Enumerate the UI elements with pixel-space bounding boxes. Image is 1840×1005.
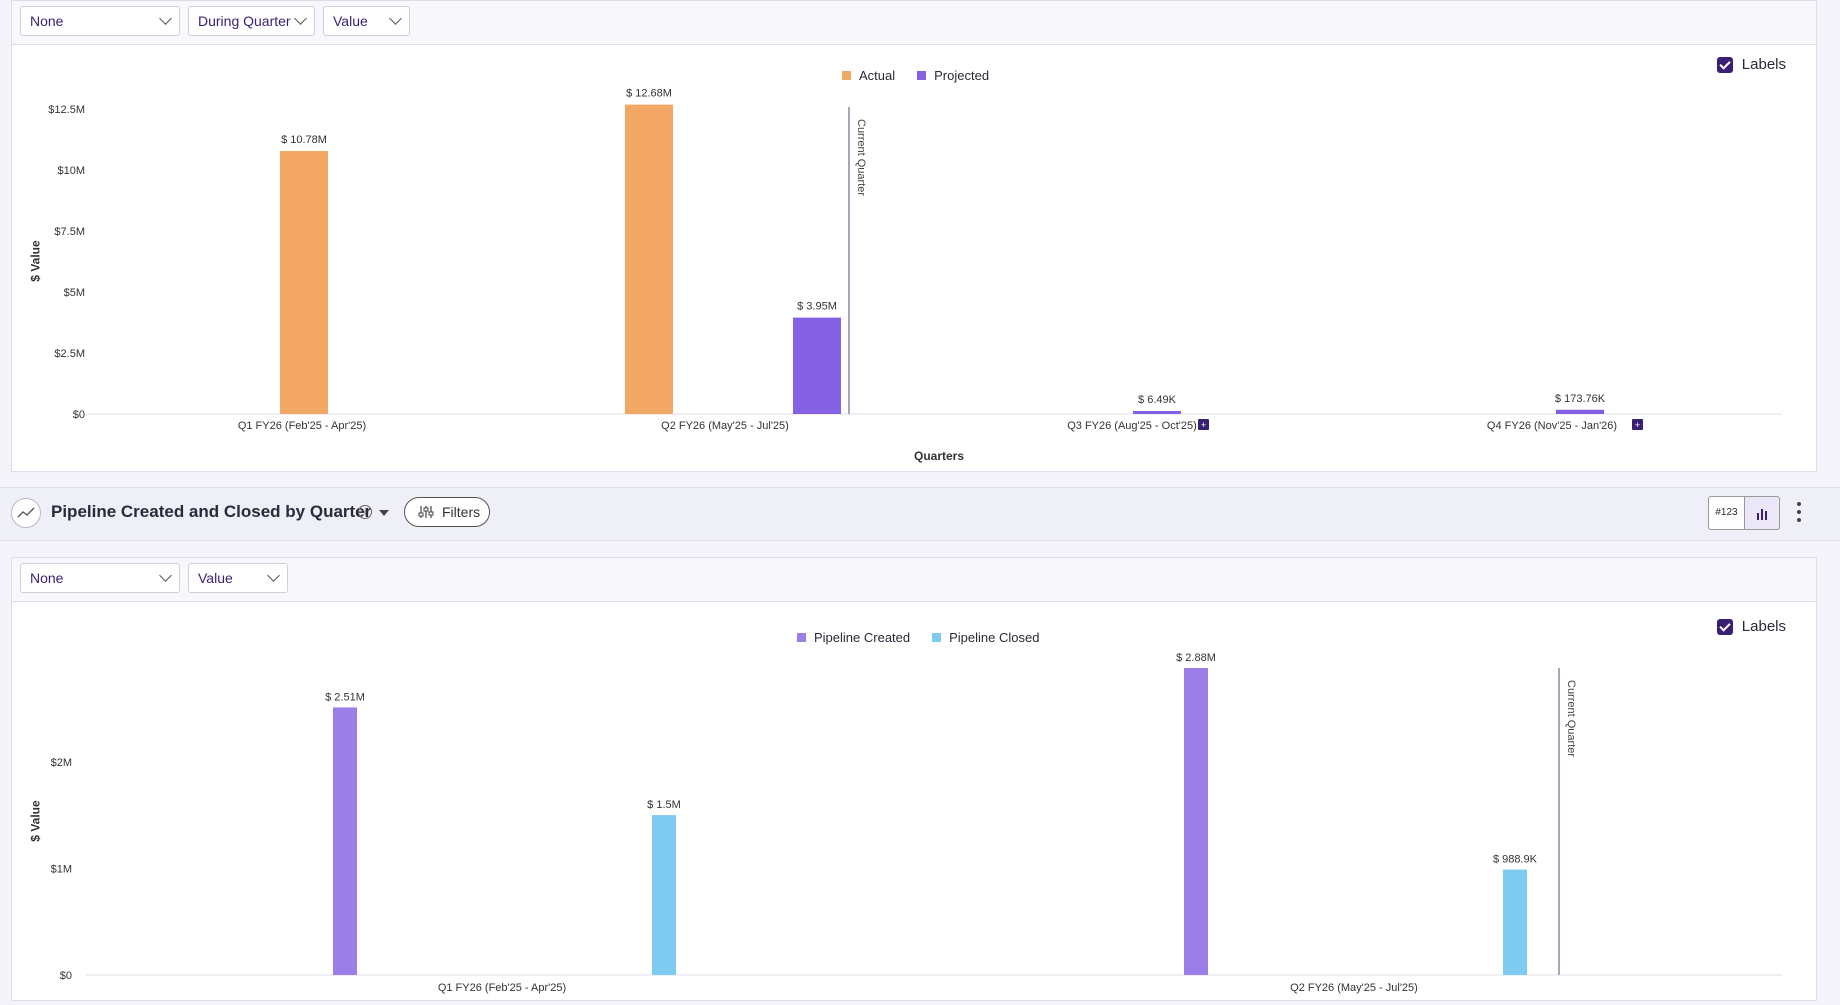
y-tick-label: $1M <box>51 863 72 875</box>
legend-swatch-actual <box>842 71 851 80</box>
labels-toggle[interactable]: Labels <box>1716 618 1786 635</box>
bar-pipeline-created <box>333 707 357 975</box>
group-by-dropdown[interactable]: None <box>20 563 180 593</box>
y-tick-label: $10M <box>57 165 85 177</box>
legend-swatch-created <box>797 633 806 642</box>
section2-title: Pipeline Created and Closed by Quarter <box>51 502 372 521</box>
bar-pipeline-created <box>1184 668 1208 975</box>
dropdown-value: None <box>30 570 64 586</box>
legend-label-closed: Pipeline Closed <box>949 630 1040 645</box>
chevron-down-icon <box>267 569 280 582</box>
dropdown-value: Value <box>333 13 368 29</box>
dropdown-value: Value <box>198 570 233 586</box>
legend-label-projected: Projected <box>934 68 990 83</box>
filters-button[interactable]: Filters <box>404 497 490 527</box>
metric-dropdown[interactable]: Value <box>323 6 410 36</box>
legend-item-projected[interactable]: Projected <box>917 68 989 83</box>
metric-dropdown[interactable]: Value <box>188 563 288 593</box>
chart-view-button[interactable] <box>1744 496 1780 530</box>
caret-down-icon[interactable] <box>379 510 389 516</box>
x-tick-label: Q3 FY26 (Aug'25 - Oct'25) <box>1067 420 1197 432</box>
bar-projected <box>1133 411 1181 414</box>
number-view-button[interactable]: #123 <box>1708 496 1745 530</box>
projection-marker-glyph: + <box>1635 420 1640 430</box>
labels-checkbox[interactable] <box>1716 56 1733 73</box>
timing-dropdown[interactable]: During Quarter <box>188 6 315 36</box>
chevron-down-icon <box>159 12 172 25</box>
bar-data-label: $ 2.88M <box>1176 652 1216 664</box>
bar-pipeline-closed <box>1503 869 1527 975</box>
chart1-x-axis-title: Quarters <box>914 449 965 463</box>
labels-toggle[interactable]: Labels <box>1716 56 1786 73</box>
chart2-toolbar: None Value <box>11 557 1817 602</box>
more-options-icon[interactable] <box>1797 502 1801 526</box>
labels-toggle-label: Labels <box>1741 56 1786 73</box>
current-quarter-label: Current Quarter <box>855 119 867 196</box>
bar-actual <box>280 150 328 414</box>
chart1-plot: $0 $2.5M $5M $7.5M $10M $12.5M Q1 FY26 (Feb'25… <box>48 88 1782 432</box>
chart1-panel: Labels Actual Projected $ Value Quarters… <box>11 44 1817 472</box>
y-tick-label: $0 <box>73 409 85 421</box>
x-tick-label: Q4 FY26 (Nov'25 - Jan'26) <box>1487 420 1617 432</box>
projection-marker-icon <box>1198 419 1209 430</box>
labels-checkbox[interactable] <box>1716 618 1733 635</box>
section2-header: Pipeline Created and Closed by Quarter i… <box>0 487 1840 541</box>
group-by-dropdown[interactable]: None <box>20 6 180 36</box>
bar-projected <box>1556 409 1604 414</box>
y-tick-label: $0 <box>60 970 72 982</box>
legend-item-pipeline-closed[interactable]: Pipeline Closed <box>932 630 1039 645</box>
x-tick-label: Q2 FY26 (May'25 - Jul'25) <box>1290 982 1418 994</box>
y-tick-label: $2.5M <box>54 348 85 360</box>
chart1-toolbar: None During Quarter Value <box>11 0 1817 45</box>
chart2-plot: $0 $1M $2M Q1 FY26 (Feb'25 - Apr'25) $ 2.51M… <box>51 652 1782 994</box>
legend-label-actual: Actual <box>859 68 896 83</box>
legend-swatch-closed <box>932 633 942 642</box>
bar-projected <box>793 317 841 414</box>
bar-data-label: $ 6.49K <box>1138 394 1177 406</box>
legend-swatch-projected <box>917 71 927 80</box>
y-tick-label: $7.5M <box>54 226 85 238</box>
bar-data-label: $ 2.51M <box>325 691 365 703</box>
x-tick-label: Q1 FY26 (Feb'25 - Apr'25) <box>438 982 566 994</box>
chart2-panel: Labels Pipeline Created Pipeline Closed … <box>11 601 1817 1001</box>
legend-label-created: Pipeline Created <box>814 630 911 645</box>
chevron-down-icon <box>159 569 172 582</box>
current-quarter-label: Current Quarter <box>1565 680 1577 757</box>
info-icon[interactable]: i <box>358 505 372 519</box>
projection-marker-icon <box>1632 419 1643 430</box>
legend-item-pipeline-created[interactable]: Pipeline Created <box>797 630 910 645</box>
y-tick-label: $12.5M <box>48 104 85 116</box>
dropdown-value: During Quarter <box>198 13 291 29</box>
bar-data-label: $ 1.5M <box>647 799 681 811</box>
trend-line-icon <box>11 498 41 528</box>
dropdown-value: None <box>30 13 64 29</box>
legend-item-actual[interactable]: Actual <box>842 68 895 83</box>
bar-data-label: $ 988.9K <box>1493 854 1538 866</box>
bar-actual <box>625 104 673 414</box>
y-tick-label: $2M <box>51 757 72 769</box>
bar-chart-icon <box>1757 509 1767 520</box>
filters-label: Filters <box>442 504 481 520</box>
sliders-icon <box>418 506 434 518</box>
projection-marker-glyph: + <box>1201 420 1206 430</box>
chevron-down-icon <box>294 12 307 25</box>
x-tick-label: Q1 FY26 (Feb'25 - Apr'25) <box>238 420 366 432</box>
bar-data-label: $ 10.78M <box>281 134 327 146</box>
bar-pipeline-closed <box>652 815 676 975</box>
bar-data-label: $ 173.76K <box>1555 393 1606 405</box>
chart1-legend: Actual Projected <box>842 68 989 83</box>
bar-data-label: $ 3.95M <box>797 301 837 313</box>
bar-data-label: $ 12.68M <box>626 88 672 100</box>
y-tick-label: $5M <box>64 287 85 299</box>
x-tick-label: Q2 FY26 (May'25 - Jul'25) <box>661 420 789 432</box>
chart2-legend: Pipeline Created Pipeline Closed <box>797 630 1039 645</box>
chevron-down-icon <box>389 12 402 25</box>
labels-toggle-label: Labels <box>1741 618 1786 635</box>
